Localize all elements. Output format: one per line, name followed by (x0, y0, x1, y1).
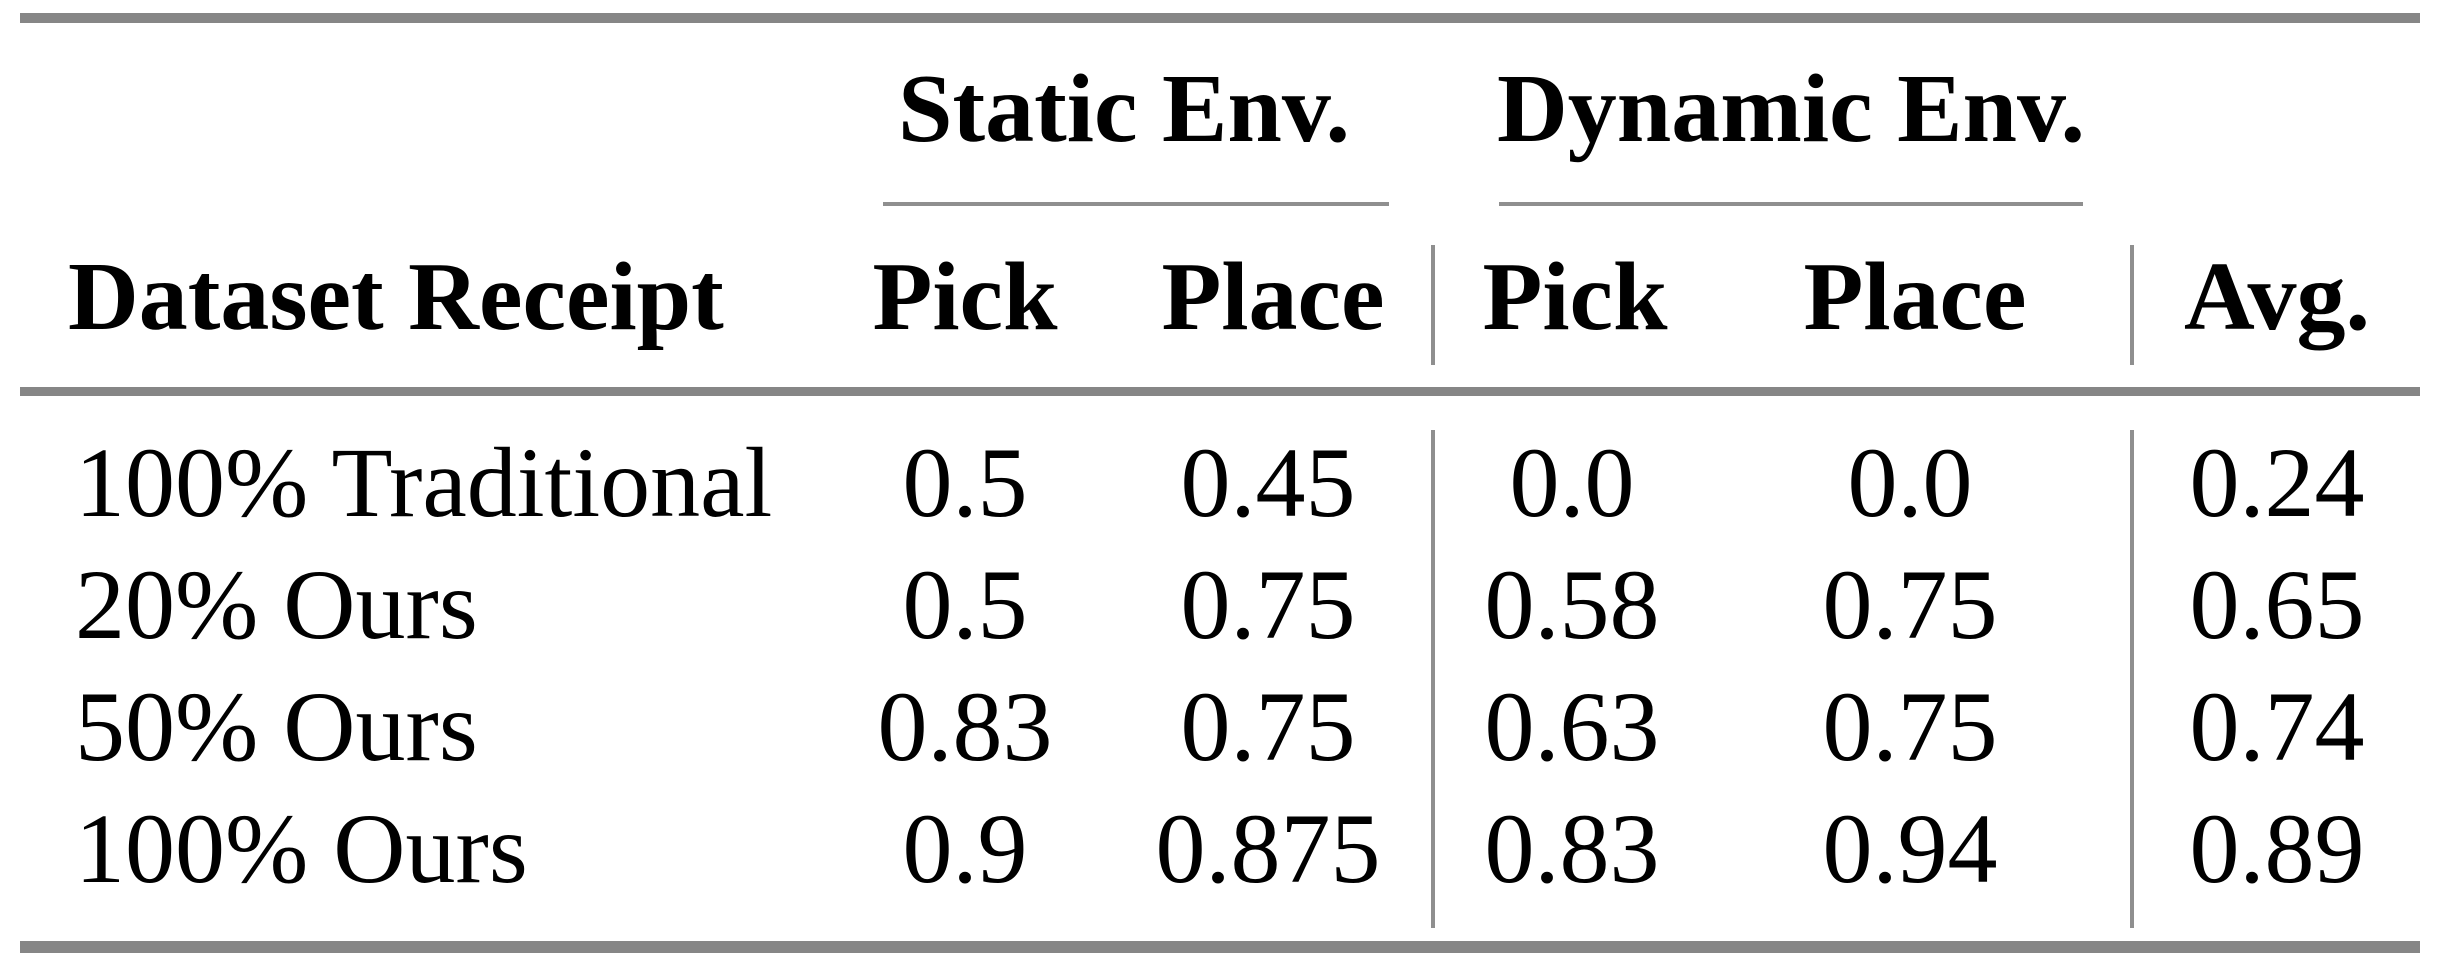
column-header-dynamic-pick: Pick (1482, 243, 1668, 351)
cell-value: 0.89 (2189, 793, 2365, 904)
column-header-avg: Avg. (2184, 243, 2370, 351)
column-header-dynamic-place: Place (1803, 243, 2027, 351)
cell-value: 0.83 (877, 671, 1053, 782)
cell-value: 0.5 (902, 427, 1028, 538)
group-header-static: Static Env. (898, 55, 1350, 163)
cell-value: 0.75 (1180, 549, 1356, 660)
cell-value: 0.94 (1822, 793, 1998, 904)
cell-value: 0.5 (902, 549, 1028, 660)
cell-value: 0.75 (1822, 549, 1998, 660)
cell-value: 0.74 (2189, 671, 2365, 782)
cell-value: 0.75 (1180, 671, 1356, 782)
cell-value: 0.24 (2189, 427, 2365, 538)
cell-value: 0.65 (2189, 549, 2365, 660)
cell-value: 0.58 (1484, 549, 1660, 660)
cell-value: 0.63 (1484, 671, 1660, 782)
top-rule (20, 13, 2420, 23)
cell-value: 0.0 (1847, 427, 1973, 538)
bottom-rule (20, 941, 2420, 953)
cell-value: 0.875 (1155, 793, 1381, 904)
row-label: 50% Ours (75, 671, 478, 782)
row-label: 100% Ours (75, 793, 528, 904)
cell-value: 0.9 (902, 793, 1028, 904)
group-header-dynamic: Dynamic Env. (1496, 55, 2086, 163)
cell-value: 0.0 (1509, 427, 1635, 538)
header-rule (20, 387, 2420, 396)
column-header-static-place: Place (1161, 243, 1385, 351)
row-label: 20% Ours (75, 549, 478, 660)
separator-static-dynamic-header (1431, 245, 1435, 365)
cell-value: 0.83 (1484, 793, 1660, 904)
row-label: 100% Traditional (75, 427, 773, 538)
column-header-dataset-receipt: Dataset Receipt (68, 243, 724, 351)
dynamic-env-cmidrule (1499, 202, 2083, 206)
separator-avg-header (2130, 245, 2134, 365)
static-env-cmidrule (883, 202, 1389, 206)
cell-value: 0.75 (1822, 671, 1998, 782)
separator-avg-body (2130, 430, 2134, 928)
cell-value: 0.45 (1180, 427, 1356, 538)
column-header-static-pick: Pick (872, 243, 1058, 351)
separator-static-dynamic-body (1431, 430, 1435, 928)
